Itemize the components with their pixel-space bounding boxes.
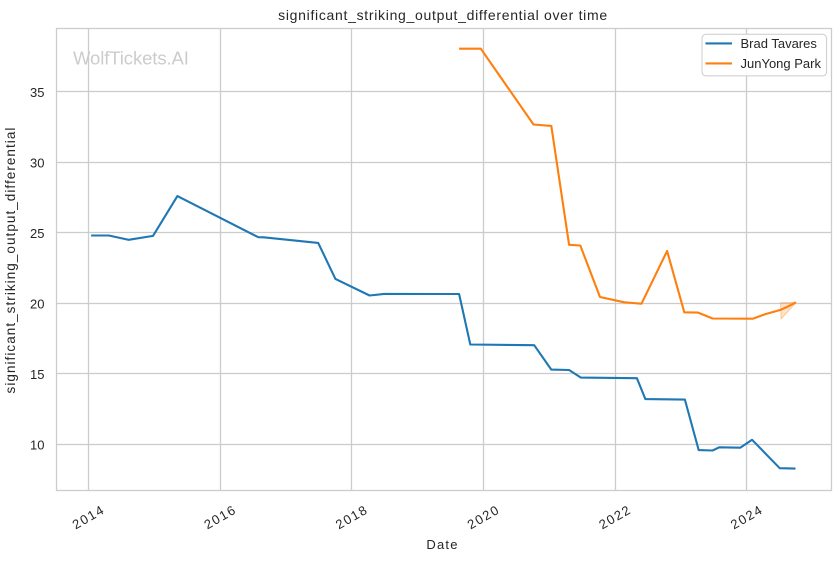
svg-text:25: 25	[30, 226, 44, 241]
svg-text:10: 10	[30, 438, 44, 453]
svg-text:Brad Tavares: Brad Tavares	[741, 36, 818, 51]
svg-text:20: 20	[30, 297, 44, 312]
svg-text:significant_striking_output_di: significant_striking_output_differential…	[278, 7, 608, 23]
svg-text:significant_striking_output_di: significant_striking_output_differential	[3, 127, 18, 394]
svg-text:15: 15	[30, 367, 44, 382]
svg-text:30: 30	[30, 155, 44, 170]
svg-text:Date: Date	[426, 537, 458, 552]
svg-text:WolfTickets.AI: WolfTickets.AI	[73, 47, 189, 68]
svg-text:JunYong Park: JunYong Park	[741, 56, 822, 71]
svg-text:35: 35	[30, 85, 44, 100]
